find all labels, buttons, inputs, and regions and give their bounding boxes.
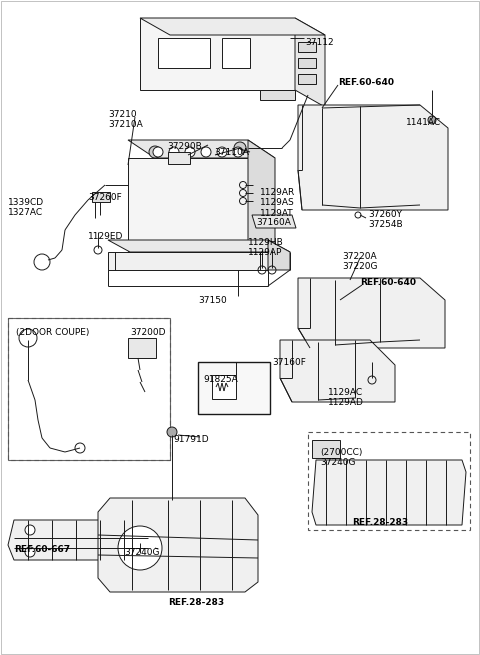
Bar	[298, 58, 316, 68]
Text: (2DOOR COUPE): (2DOOR COUPE)	[16, 328, 89, 337]
Circle shape	[428, 116, 436, 124]
Polygon shape	[108, 240, 290, 252]
Circle shape	[34, 254, 50, 270]
Circle shape	[130, 525, 140, 535]
Bar	[8, 318, 170, 460]
Polygon shape	[140, 18, 325, 35]
Polygon shape	[298, 105, 448, 210]
Text: REF.60-640: REF.60-640	[338, 78, 394, 87]
Polygon shape	[128, 140, 275, 158]
Circle shape	[233, 147, 243, 157]
Polygon shape	[298, 278, 445, 348]
Text: 1129ED: 1129ED	[88, 232, 123, 241]
Circle shape	[201, 147, 211, 157]
Polygon shape	[108, 252, 268, 270]
Text: 37200D: 37200D	[130, 328, 166, 337]
Bar	[8, 318, 170, 460]
Circle shape	[25, 525, 35, 535]
Polygon shape	[8, 520, 158, 560]
Circle shape	[25, 547, 35, 557]
Bar	[128, 338, 156, 358]
Text: 37150: 37150	[198, 296, 227, 305]
Text: REF.28-283: REF.28-283	[352, 518, 408, 527]
Circle shape	[130, 547, 140, 557]
Text: 37240G: 37240G	[124, 548, 159, 557]
Polygon shape	[98, 498, 258, 592]
Text: 37160F: 37160F	[272, 358, 306, 367]
Text: 1129AC
1129AD: 1129AC 1129AD	[328, 388, 364, 407]
Polygon shape	[312, 460, 466, 525]
Text: 37220A
37220G: 37220A 37220G	[342, 252, 377, 271]
Polygon shape	[248, 140, 275, 252]
Bar	[222, 38, 250, 68]
Text: 1129AR
1129AS
1129AT: 1129AR 1129AS 1129AT	[260, 188, 295, 218]
Polygon shape	[268, 240, 290, 270]
Bar	[298, 42, 316, 52]
Circle shape	[169, 147, 179, 157]
Circle shape	[153, 147, 163, 157]
Bar	[212, 375, 236, 399]
Circle shape	[167, 427, 177, 437]
Text: 37260Y
37254B: 37260Y 37254B	[368, 210, 403, 229]
Circle shape	[217, 147, 227, 157]
Text: 1129HB
1129AP: 1129HB 1129AP	[248, 238, 284, 257]
Polygon shape	[252, 215, 296, 228]
Circle shape	[118, 526, 162, 570]
Circle shape	[185, 147, 195, 157]
Text: 37112: 37112	[305, 38, 334, 47]
Text: REF.60-667: REF.60-667	[14, 545, 70, 554]
Text: 37260F: 37260F	[88, 193, 122, 202]
Circle shape	[75, 443, 85, 453]
Bar	[312, 440, 340, 458]
Text: REF.60-640: REF.60-640	[360, 278, 416, 287]
Circle shape	[234, 142, 246, 154]
Text: 37210
37210A: 37210 37210A	[108, 110, 143, 130]
Text: 91791D: 91791D	[173, 435, 209, 444]
Text: 37110A: 37110A	[214, 148, 249, 157]
Bar	[308, 432, 470, 530]
Bar	[168, 152, 190, 164]
Text: (2700CC)
37240G: (2700CC) 37240G	[320, 448, 362, 468]
Text: 1141AC: 1141AC	[406, 118, 441, 127]
Polygon shape	[280, 340, 395, 402]
Polygon shape	[295, 18, 325, 107]
Bar	[298, 74, 316, 84]
Text: REF.28-283: REF.28-283	[168, 598, 224, 607]
Text: 37160A: 37160A	[256, 218, 291, 227]
Polygon shape	[260, 90, 295, 100]
Polygon shape	[140, 18, 295, 90]
Bar	[198, 362, 270, 414]
Circle shape	[149, 146, 161, 158]
Text: 37290B: 37290B	[167, 142, 202, 151]
Text: 1339CD
1327AC: 1339CD 1327AC	[8, 198, 44, 217]
Bar	[158, 38, 210, 68]
Polygon shape	[128, 158, 248, 252]
Bar	[92, 192, 110, 202]
Circle shape	[19, 329, 37, 347]
Text: 91825A: 91825A	[203, 375, 238, 384]
